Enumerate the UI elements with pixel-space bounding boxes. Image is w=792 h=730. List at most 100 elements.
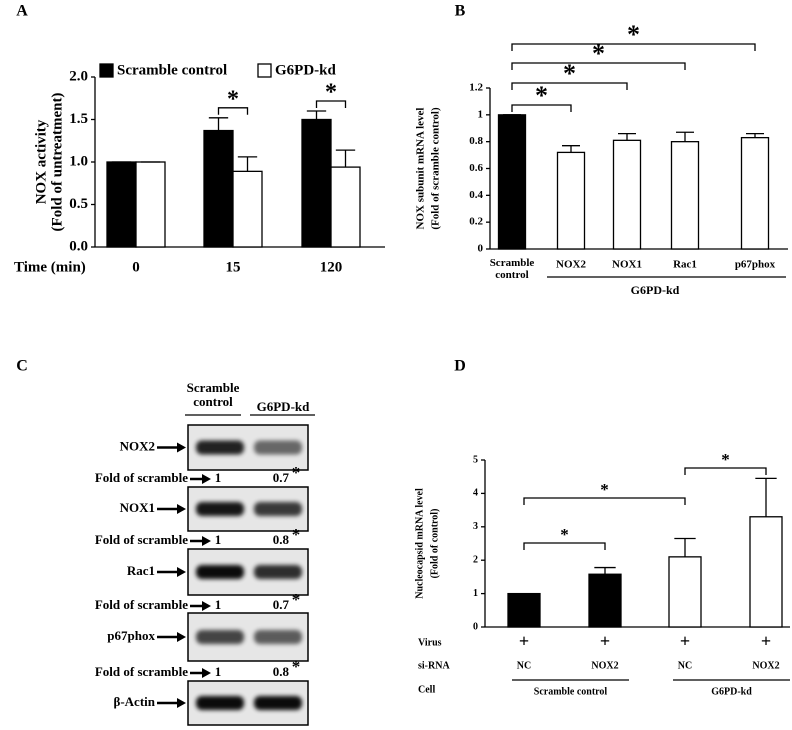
column-label-box: Scramble control <box>186 381 240 410</box>
group-label: Scramble control <box>534 686 608 697</box>
arrow-head <box>177 567 186 577</box>
row-label: Cell <box>418 684 435 695</box>
significance-mark: * <box>721 450 730 469</box>
protein-label: NOX2 <box>120 438 155 453</box>
y-axis-label: NOX activity <box>33 119 49 204</box>
protein-label: β-Actin <box>113 694 155 709</box>
y-tick-label: 0 <box>473 621 478 632</box>
arrow-head <box>202 536 211 546</box>
y-tick-label: 1.0 <box>69 153 88 169</box>
fold-label: Fold of scramble <box>95 597 188 612</box>
error-bar <box>618 132 636 141</box>
y-tick-label: 1 <box>473 588 478 599</box>
bar <box>740 136 770 250</box>
blot-band <box>196 502 244 516</box>
y-tick-label: 0 <box>478 243 484 255</box>
bar <box>203 129 234 248</box>
significance-bracket <box>523 542 606 550</box>
bar <box>106 161 137 248</box>
panel-label: C <box>16 358 28 375</box>
error-bar <box>676 131 694 142</box>
significance-mark: * <box>325 80 337 106</box>
y-tick-label: 0.8 <box>469 135 483 147</box>
significance-mark: * <box>292 525 301 544</box>
arrow-head <box>202 668 211 678</box>
bar <box>556 151 586 250</box>
legend-label: Scramble control <box>117 62 227 78</box>
y-tick-label: 2.0 <box>69 68 88 84</box>
protein-label: NOX1 <box>120 500 155 515</box>
blot-band <box>254 696 302 710</box>
y-axis-label: NOX subunit mRNA level <box>415 108 427 230</box>
significance-mark: * <box>292 590 301 609</box>
y-axis-label: (Fold of untreatment) <box>49 93 65 232</box>
blot-band <box>196 696 244 710</box>
arrow-head <box>202 474 211 484</box>
y-tick-label: 0.2 <box>469 216 483 228</box>
row-value: + <box>519 631 529 651</box>
panel-label: B <box>455 3 466 20</box>
row-label: Virus <box>418 637 442 648</box>
significance-mark: * <box>535 81 548 110</box>
fold-value: 1 <box>215 597 222 612</box>
fold-label: Fold of scramble <box>95 664 188 679</box>
y-axis-label: (Fold of control) <box>429 509 440 579</box>
significance-bracket <box>684 467 767 475</box>
protein-label: p67phox <box>107 628 155 643</box>
row-value: NC <box>517 660 531 671</box>
blot-band <box>254 440 302 455</box>
column-label: Scramble control <box>186 381 240 410</box>
row-value: NOX2 <box>752 660 779 671</box>
y-tick-label: 0.4 <box>469 189 483 201</box>
bar <box>507 592 541 628</box>
bar <box>301 118 332 248</box>
significance-mark: * <box>292 657 301 676</box>
blot-band <box>196 440 244 455</box>
y-tick-label: 1.5 <box>69 111 88 127</box>
panel-label: A <box>16 3 28 20</box>
error-bar <box>306 110 327 120</box>
y-tick-label: 2 <box>473 554 478 565</box>
significance-mark: * <box>227 86 239 112</box>
error-bar <box>594 566 616 575</box>
blot-band <box>254 565 302 579</box>
arrow-head <box>177 504 186 514</box>
significance-bracket <box>511 62 686 70</box>
y-axis-label: (Fold of scramble control) <box>430 107 442 230</box>
x-axis-label: Time (min) <box>14 259 86 275</box>
arrow-head <box>177 698 186 708</box>
bar <box>588 573 622 628</box>
row-value: NC <box>678 660 692 671</box>
x-tick-label: NOX1 <box>612 259 642 271</box>
group-label: G6PD-kd <box>711 686 752 697</box>
fold-value: 1 <box>215 532 222 547</box>
y-tick-label: 1 <box>478 108 484 120</box>
fold-value: 1 <box>215 664 222 679</box>
bar <box>330 166 361 248</box>
error-bar <box>755 477 777 517</box>
significance-bracket <box>523 497 686 505</box>
y-tick-label: 1.2 <box>469 82 483 94</box>
error-bar <box>674 537 696 557</box>
x-tick-label: 15 <box>226 259 241 275</box>
y-tick-label: 5 <box>473 454 478 465</box>
blot-band <box>254 630 302 644</box>
error-bar <box>746 132 764 138</box>
x-tick-label: 0 <box>132 259 140 275</box>
x-tick-label: Rac1 <box>673 259 697 271</box>
error-bar <box>208 117 229 131</box>
significance-bracket <box>511 43 756 51</box>
y-tick-label: 0.0 <box>69 238 88 254</box>
column-label: G6PD-kd <box>257 399 311 414</box>
fold-label: Fold of scramble <box>95 470 188 485</box>
fold-value: 0.7 <box>273 470 290 485</box>
arrow-head <box>177 632 186 642</box>
y-axis-label: Nucleocapsid mRNA level <box>414 488 425 599</box>
significance-mark: * <box>560 525 569 544</box>
x-tick-label: NOX2 <box>556 259 586 271</box>
significance-bracket <box>511 82 628 90</box>
bar <box>497 114 527 250</box>
arrow-head <box>177 442 186 453</box>
bar <box>670 141 700 250</box>
